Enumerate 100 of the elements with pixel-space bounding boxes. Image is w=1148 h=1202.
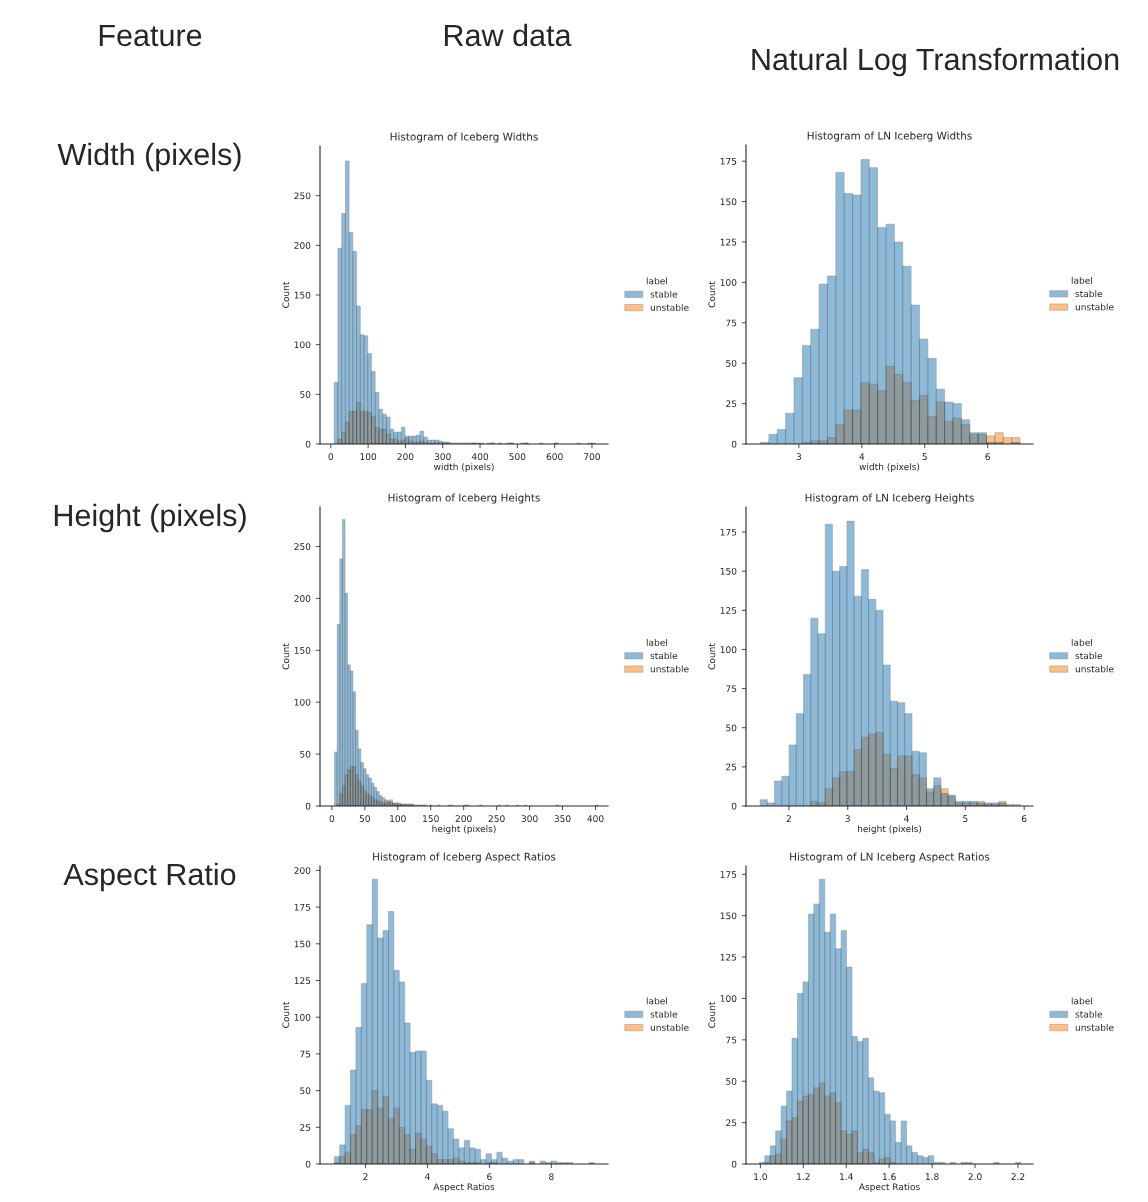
y-tick-label: 250 (294, 192, 311, 200)
legend-label: stable (1075, 1010, 1103, 1018)
y-tick-label: 0 (731, 802, 737, 810)
x-tick-label: 2.0 (968, 1173, 982, 1181)
y-tick-label: 100 (294, 1013, 311, 1021)
legend-title: label (646, 638, 667, 646)
y-tick-label: 150 (720, 567, 737, 575)
text: Raw data (444, 23, 572, 47)
text: Width (pixels) (57, 142, 241, 172)
y-tick-label: 100 (720, 995, 737, 1002)
legend-label: unstable (650, 1023, 689, 1031)
x-tick-label: 400 (471, 453, 489, 461)
y-tick-label: 125 (720, 238, 737, 246)
x-tick-label: 2.2 (1011, 1173, 1025, 1180)
y-tick-label: 100 (294, 698, 311, 706)
x-tick-label: 8 (549, 1173, 554, 1181)
y-tick-label: 125 (720, 953, 737, 961)
x-tick-label: 3 (796, 453, 802, 461)
x-axis-title: Aspect Ratios (858, 1183, 920, 1192)
y-tick-label: 175 (720, 871, 737, 878)
y-tick-label: 150 (294, 291, 311, 299)
y-tick-label: 150 (720, 912, 737, 920)
y-tick-label: 125 (294, 977, 311, 985)
y-axis-title: Count (708, 643, 716, 670)
y-tick-label: 50 (726, 1077, 737, 1085)
y-tick-label: 200 (294, 242, 311, 249)
y-tick-label: 50 (726, 359, 737, 367)
y-tick-label: 75 (726, 685, 737, 693)
y-tick-label: 50 (726, 724, 737, 732)
x-tick-label: 6 (1021, 815, 1027, 823)
y-axis-title: Count (282, 643, 290, 670)
y-tick-label: 0 (305, 802, 311, 810)
x-tick-label: 4 (904, 815, 909, 822)
legend-label: unstable (1075, 1023, 1114, 1031)
x-axis-title: Aspect Ratios (433, 1183, 495, 1192)
y-tick-label: 50 (300, 750, 311, 758)
y-tick-label: 250 (294, 543, 311, 551)
chart-title: Histogram of Iceberg Aspect Ratios (373, 852, 556, 863)
y-tick-label: 100 (294, 341, 311, 349)
y-tick-label: 0 (305, 1160, 311, 1168)
x-tick-label: 2 (786, 815, 791, 822)
y-tick-label: 100 (720, 646, 737, 654)
x-tick-label: 600 (546, 453, 563, 461)
y-tick-label: 150 (294, 647, 311, 654)
chart-title: Histogram of LN Iceberg Aspect Ratios (790, 852, 990, 863)
y-tick-label: 200 (294, 595, 311, 602)
x-tick-label: 250 (488, 815, 505, 823)
x-axis-title: width (pixels) (433, 463, 494, 472)
x-tick-label: 1.4 (840, 1173, 853, 1180)
y-tick-label: 175 (294, 903, 311, 911)
legend-label: stable (650, 290, 678, 298)
legend-label: stable (1075, 652, 1103, 660)
legend-title: label (646, 997, 667, 1005)
x-tick-label: 300 (521, 815, 538, 823)
x-tick-label: 0 (329, 815, 335, 823)
y-tick-label: 50 (300, 391, 311, 398)
y-tick-label: 175 (720, 158, 737, 165)
x-tick-label: 700 (584, 453, 600, 461)
x-tick-label: 300 (434, 453, 451, 461)
y-tick-label: 75 (726, 1036, 737, 1044)
y-axis-title: Count (708, 1001, 716, 1028)
x-tick-label: 5 (963, 815, 968, 823)
y-axis-title: Count (708, 281, 716, 308)
x-tick-label: 5 (922, 453, 927, 461)
legend-title: label (1071, 276, 1092, 284)
text: Feature (99, 24, 202, 47)
x-tick-label: 1.2 (797, 1173, 810, 1180)
x-tick-label: 1.6 (882, 1173, 896, 1181)
x-tick-label: 1.8 (925, 1173, 939, 1181)
x-tick-label: 6 (487, 1173, 492, 1181)
legend-title: label (1071, 997, 1092, 1005)
chart-title: Histogram of LN Iceberg Widths (807, 131, 972, 142)
x-tick-label: 2 (363, 1173, 368, 1180)
y-axis-title: Count (282, 281, 290, 308)
chart-title: Histogram of Iceberg Widths (390, 132, 538, 143)
x-tick-label: 6 (985, 453, 990, 461)
x-axis-title: height (pixels) (432, 825, 496, 834)
y-tick-label: 100 (720, 279, 737, 286)
x-tick-label: 1.0 (754, 1173, 767, 1181)
x-tick-label: 500 (509, 453, 526, 461)
legend-label: stable (650, 1010, 678, 1018)
y-tick-label: 75 (300, 1050, 311, 1058)
y-tick-label: 0 (731, 440, 737, 448)
y-tick-label: 25 (726, 763, 737, 771)
legend-label: unstable (1075, 665, 1114, 673)
y-tick-label: 25 (300, 1124, 311, 1131)
x-axis-title: width (pixels) (859, 463, 920, 472)
legend-label: unstable (1075, 303, 1114, 311)
x-tick-label: 3 (845, 815, 850, 823)
y-tick-label: 150 (294, 940, 311, 948)
legend-title: label (1071, 638, 1092, 646)
x-tick-label: 4 (425, 1173, 430, 1180)
x-tick-label: 50 (359, 815, 370, 823)
legend-label: stable (1075, 290, 1103, 298)
x-tick-label: 350 (554, 815, 571, 823)
y-tick-label: 125 (720, 607, 737, 614)
text: Natural Log Transformation (752, 47, 1119, 77)
y-tick-label: 25 (726, 400, 737, 408)
x-tick-label: 100 (360, 453, 377, 461)
y-tick-label: 50 (300, 1087, 311, 1095)
